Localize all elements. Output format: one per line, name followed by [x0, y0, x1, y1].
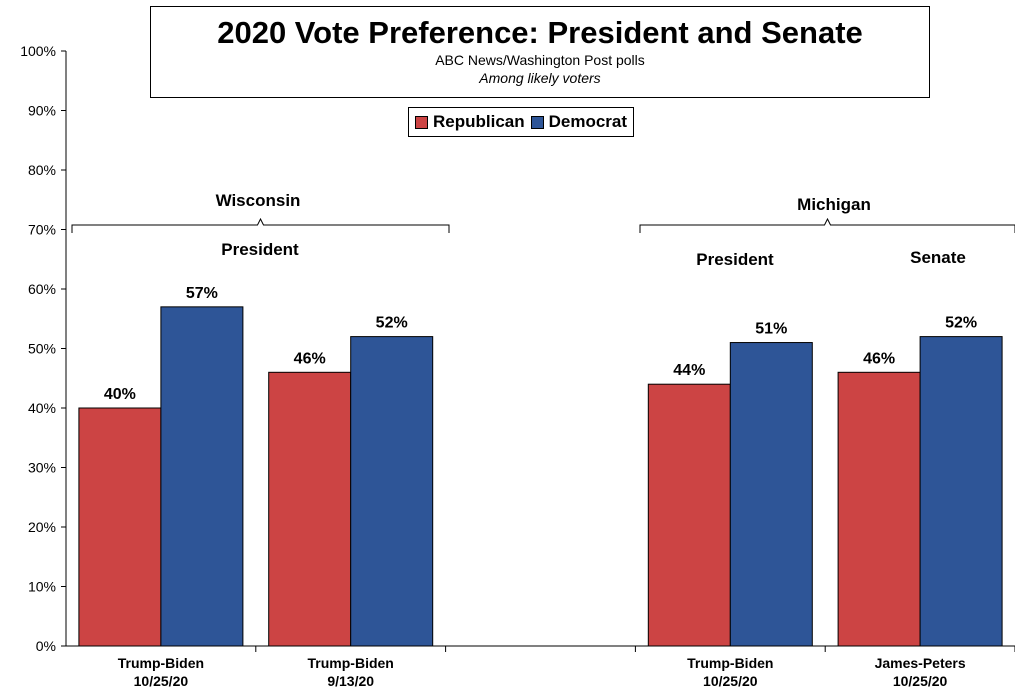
group-annotations: Wisconsin President Michigan President Senat… [71, 191, 1015, 269]
x-category-label: Trump-Biden [118, 655, 204, 671]
legend: Republican Democrat [408, 107, 635, 137]
group-label-michigan: Michigan [797, 195, 871, 214]
bar-republican [647, 383, 731, 647]
y-tick-label: 30% [28, 460, 56, 476]
legend-swatch-republican [415, 115, 428, 129]
data-label: 46% [294, 350, 326, 367]
x-category-date: 10/25/20 [893, 673, 948, 689]
legend-item-democrat: Democrat [530, 112, 628, 132]
legend-label-republican: Republican [433, 112, 525, 131]
y-tick-label: 50% [28, 341, 56, 357]
data-label: 51% [755, 321, 787, 338]
wisconsin-bracket [71, 217, 450, 233]
group-sublabel-michigan-senate: Senate [910, 248, 966, 267]
data-label: 46% [863, 350, 895, 367]
bar-republican [268, 371, 352, 647]
group-sublabel-wisconsin: President [221, 240, 299, 259]
x-category-label: Trump-Biden [687, 655, 773, 671]
y-tick-label: 40% [28, 400, 56, 416]
x-category-label: James-Peters [875, 655, 966, 671]
x-category-label: Trump-Biden [308, 655, 394, 671]
y-tick-label: 100% [20, 43, 56, 59]
data-label: 52% [376, 315, 408, 332]
y-tick-label: 90% [28, 103, 56, 119]
data-label: 40% [104, 386, 136, 403]
x-category-date: 9/13/20 [327, 673, 374, 689]
bar-democrat [160, 306, 244, 647]
chart-title: 2020 Vote Preference: President and Sena… [217, 15, 863, 50]
y-tick-label: 80% [28, 162, 56, 178]
title-box: 2020 Vote Preference: President and Sena… [150, 6, 930, 98]
y-tick-label: 20% [28, 519, 56, 535]
legend-label-democrat: Democrat [548, 112, 628, 131]
legend-swatch-democrat [530, 115, 544, 129]
y-tick-label: 60% [28, 281, 56, 297]
x-category-date: 10/25/20 [134, 673, 189, 689]
bar-republican [78, 407, 162, 647]
chart-note: Among likely voters [479, 70, 601, 86]
y-tick-label: 0% [36, 638, 56, 654]
bars: 40% 57% 46% 52% 44% 51% 46% 52% [78, 285, 1003, 647]
data-label: 57% [186, 285, 218, 302]
group-label-wisconsin: Wisconsin [216, 191, 301, 210]
michigan-bracket [639, 217, 1015, 233]
bar-democrat [729, 342, 813, 647]
data-label: 44% [673, 362, 705, 379]
x-category-date: 10/25/20 [703, 673, 758, 689]
bar-republican [837, 371, 921, 647]
group-sublabel-michigan-president: President [696, 250, 774, 269]
chart-subtitle: ABC News/Washington Post polls [435, 52, 645, 68]
bar-democrat [350, 336, 434, 647]
legend-item-republican: Republican [415, 112, 525, 132]
bar-democrat [919, 336, 1003, 647]
y-tick-label: 10% [28, 579, 56, 595]
data-label: 52% [945, 315, 977, 332]
y-tick-label: 70% [28, 222, 56, 238]
